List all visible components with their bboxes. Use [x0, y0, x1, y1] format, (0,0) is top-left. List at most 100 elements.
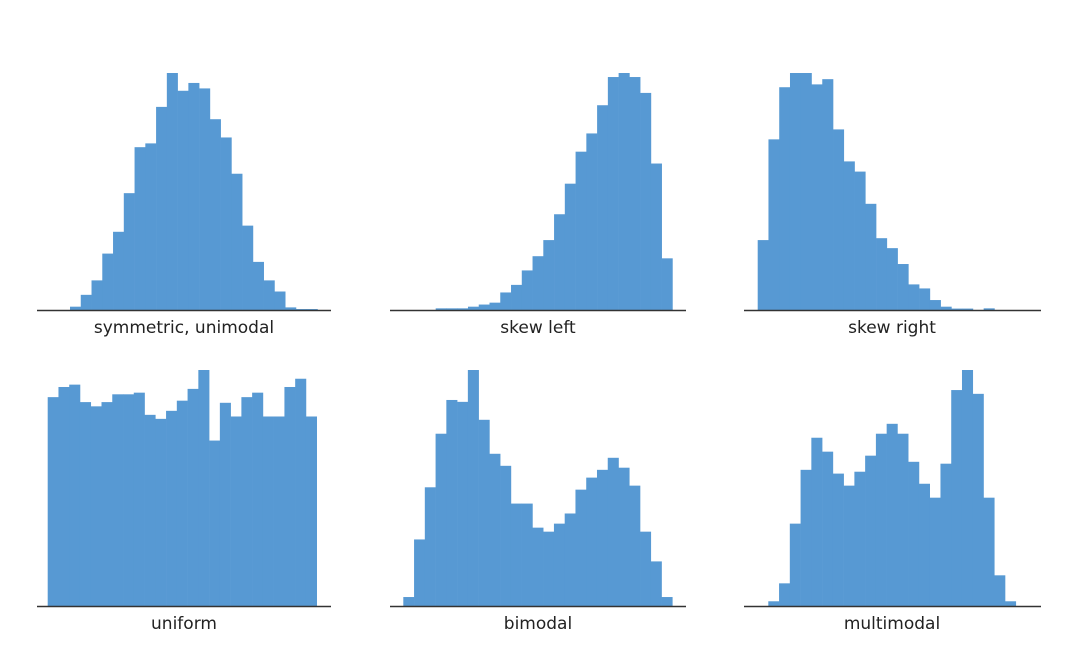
histogram-bar: [833, 129, 845, 310]
histogram-bar: [220, 137, 232, 310]
histogram-bar: [843, 161, 855, 310]
histogram-bar: [940, 463, 952, 606]
histogram-bar: [90, 406, 102, 606]
histogram-bar: [779, 583, 791, 606]
panel-uniform: uniform: [37, 370, 331, 634]
histogram-bar: [951, 308, 963, 310]
histogram-bar: [478, 419, 490, 606]
histogram-bar: [876, 238, 888, 310]
histogram-bar: [414, 539, 426, 606]
histogram-bar: [629, 485, 641, 606]
histogram-bar: [155, 418, 167, 606]
xlabel: skew left: [500, 318, 576, 338]
histogram-bar: [435, 308, 447, 310]
histogram-bar: [929, 497, 941, 606]
histogram-bar: [908, 284, 920, 310]
histogram-bar: [757, 240, 769, 310]
histogram-bar: [219, 402, 231, 606]
histogram-bar: [951, 390, 963, 606]
histogram-bar: [843, 485, 855, 606]
histogram-bar: [822, 79, 834, 310]
histogram-bar: [962, 308, 974, 310]
histogram-bar: [597, 105, 609, 310]
histogram-bar: [800, 73, 812, 310]
xlabel: symmetric, unimodal: [94, 318, 274, 338]
histogram-bar: [607, 77, 619, 310]
histogram-bar: [80, 294, 92, 310]
histogram-bar: [510, 503, 522, 606]
histogram-bar: [467, 306, 480, 310]
histogram-bar: [435, 433, 447, 606]
histogram-bar: [79, 402, 92, 606]
panel-symmetric-unimodal: symmetric, unimodal: [37, 73, 331, 338]
histogram-bar: [800, 469, 812, 606]
histogram-bar: [112, 394, 124, 606]
panel-skew-right: skew right: [744, 73, 1041, 338]
histogram-bar: [58, 386, 70, 606]
histogram-bar: [564, 183, 576, 310]
histogram-bar: [983, 497, 995, 606]
histogram-bar: [897, 433, 909, 606]
histogram-bar: [101, 402, 113, 606]
histogram-bar: [70, 306, 82, 310]
histogram-bar: [564, 513, 576, 606]
histogram-bar: [640, 92, 652, 310]
histogram-bar: [274, 291, 286, 310]
histogram-bar: [789, 523, 801, 606]
histogram-bar: [230, 416, 242, 606]
histogram-bar: [446, 308, 458, 310]
histogram-bar: [187, 388, 199, 606]
histogram-bar: [91, 280, 103, 311]
histogram-bar: [886, 423, 898, 606]
histogram-bar: [166, 410, 178, 606]
histogram-bar: [779, 87, 791, 310]
histogram-bar: [918, 483, 930, 606]
histogram-bar: [424, 487, 436, 606]
histogram-bar: [1005, 601, 1017, 606]
histogram-bar: [929, 300, 941, 310]
histogram-bar: [263, 280, 275, 311]
histogram-bar: [166, 73, 178, 310]
histogram-bar: [521, 503, 533, 606]
histogram-bar: [768, 139, 780, 310]
histogram-bar: [500, 292, 512, 310]
histogram-bar: [908, 461, 920, 606]
histogram-bar: [489, 302, 501, 310]
histogram-bar: [457, 308, 469, 310]
histogram-bar: [113, 231, 125, 310]
histogram-bar: [500, 465, 512, 606]
histogram-bar: [305, 416, 317, 606]
histogram-bar: [854, 471, 866, 606]
histogram-bar: [940, 306, 952, 310]
histogram-bar: [875, 433, 887, 606]
histogram-bar: [554, 214, 566, 310]
histogram-bar: [457, 401, 469, 606]
histogram-bar: [586, 477, 598, 606]
histogram-bar: [134, 147, 146, 310]
histogram-bar: [543, 531, 555, 606]
histogram-bar: [983, 308, 995, 310]
histogram-bar: [961, 370, 974, 606]
histogram-bar: [145, 143, 157, 310]
histogram-bar: [650, 163, 662, 310]
histogram-bar: [789, 73, 802, 310]
histogram-bar: [133, 392, 145, 606]
xlabel: bimodal: [504, 614, 572, 634]
histogram-bar: [262, 416, 274, 606]
histogram-bar: [607, 457, 619, 606]
histogram-bar: [47, 397, 59, 606]
histogram-bar: [467, 370, 479, 606]
histogram-bar: [768, 601, 780, 606]
histogram-bar: [586, 133, 598, 310]
histogram-bar: [618, 467, 630, 606]
histogram-bar: [596, 469, 609, 606]
histogram-bar: [811, 437, 823, 606]
histogram-bar: [521, 270, 533, 310]
histogram-bar: [822, 451, 834, 606]
histogram-bar: [650, 561, 662, 606]
histogram-bar: [972, 393, 984, 606]
histogram-bar: [865, 203, 877, 310]
histogram-bar: [199, 88, 211, 310]
histogram-bar: [511, 284, 523, 310]
